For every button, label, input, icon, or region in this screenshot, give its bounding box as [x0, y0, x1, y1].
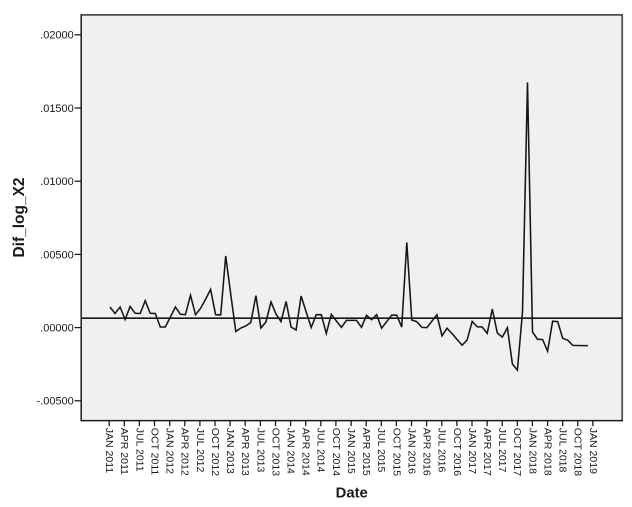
svg-text:JAN 2011: JAN 2011 [103, 428, 115, 473]
svg-text:.01000: .01000 [40, 176, 74, 188]
svg-text:JAN 2014: JAN 2014 [284, 428, 296, 474]
svg-text:APR 2015: APR 2015 [360, 428, 372, 476]
svg-text:JUL 2014: JUL 2014 [315, 428, 327, 473]
svg-text:JAN 2015: JAN 2015 [345, 428, 357, 474]
svg-text:.00500: .00500 [40, 249, 74, 261]
svg-text:OCT 2017: OCT 2017 [511, 428, 523, 476]
svg-text:APR 2011: APR 2011 [118, 428, 130, 475]
svg-text:OCT 2014: OCT 2014 [330, 428, 342, 476]
svg-text:JAN 2012: JAN 2012 [164, 428, 176, 474]
svg-text:OCT 2016: OCT 2016 [451, 428, 463, 476]
svg-text:APR 2018: APR 2018 [541, 428, 553, 476]
svg-text:JUL 2013: JUL 2013 [254, 428, 266, 473]
svg-text:APR 2016: APR 2016 [420, 428, 432, 476]
svg-text:JUL 2018: JUL 2018 [557, 428, 569, 473]
svg-text:Dif_log_X2: Dif_log_X2 [11, 177, 28, 257]
svg-text:JUL 2011: JUL 2011 [133, 428, 145, 472]
svg-text:APR 2014: APR 2014 [300, 428, 312, 476]
svg-text:JAN 2016: JAN 2016 [405, 428, 417, 474]
svg-text:OCT 2018: OCT 2018 [572, 428, 584, 476]
svg-text:OCT 2011: OCT 2011 [148, 428, 160, 476]
svg-text:APR 2012: APR 2012 [179, 428, 191, 476]
svg-text:OCT 2013: OCT 2013 [269, 428, 281, 476]
svg-text:Date: Date [336, 486, 368, 502]
svg-text:-.00500: -.00500 [36, 396, 73, 408]
svg-text:OCT 2012: OCT 2012 [209, 428, 221, 476]
svg-text:OCT 2015: OCT 2015 [390, 428, 402, 476]
svg-text:.02000: .02000 [40, 30, 74, 42]
svg-text:JAN 2017: JAN 2017 [466, 428, 478, 474]
svg-text:APR 2013: APR 2013 [239, 428, 251, 476]
svg-text:APR 2017: APR 2017 [481, 428, 493, 476]
svg-text:JUL 2017: JUL 2017 [496, 428, 508, 473]
svg-text:JAN 2013: JAN 2013 [224, 428, 236, 474]
svg-text:JAN 2018: JAN 2018 [526, 428, 538, 474]
svg-text:.01500: .01500 [40, 103, 74, 115]
svg-text:JAN 2019: JAN 2019 [587, 428, 599, 474]
svg-text:JUL 2012: JUL 2012 [194, 428, 206, 473]
svg-text:.00000: .00000 [40, 323, 74, 335]
svg-text:JUL 2015: JUL 2015 [375, 428, 387, 473]
svg-text:JUL 2016: JUL 2016 [436, 428, 448, 473]
